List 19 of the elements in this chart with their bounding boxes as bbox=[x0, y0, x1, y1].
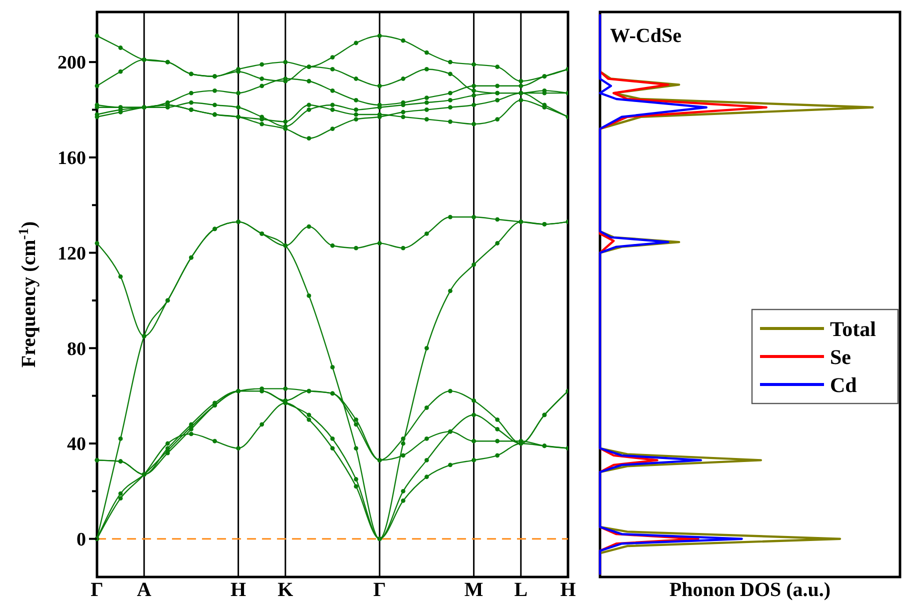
x-tick-label: A bbox=[136, 579, 152, 601]
y-tick-label: 80 bbox=[67, 338, 86, 360]
x-tick-label: L bbox=[514, 579, 528, 601]
x-tick-label: Γ bbox=[373, 579, 386, 601]
x-tick-label: M bbox=[464, 579, 484, 601]
x-tick-label: H bbox=[230, 579, 247, 601]
y-tick-label: 200 bbox=[58, 52, 86, 74]
legend-label: Total bbox=[830, 316, 876, 341]
x-axis-title: Phonon DOS (a.u.) bbox=[669, 579, 831, 601]
y-tick-label: 40 bbox=[67, 434, 86, 456]
y-tick-label: 120 bbox=[58, 243, 86, 264]
y-tick-label: 160 bbox=[58, 148, 86, 170]
x-tick-label: Γ bbox=[90, 579, 104, 601]
x-tick-label: K bbox=[278, 579, 294, 601]
legend-label: Se bbox=[830, 344, 851, 369]
x-tick-label: H bbox=[560, 579, 576, 601]
legend-label: Cd bbox=[830, 372, 858, 397]
annotation: W-CdSe bbox=[610, 25, 682, 47]
y-tick-label: 0 bbox=[76, 530, 86, 551]
